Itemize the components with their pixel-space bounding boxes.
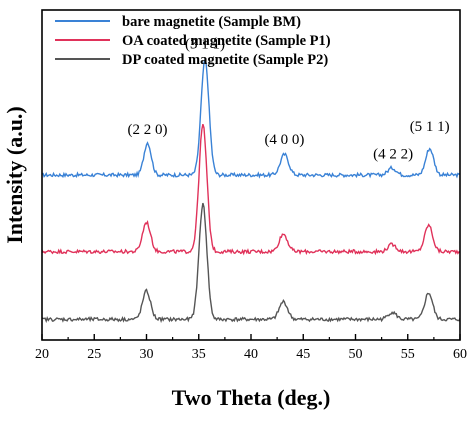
legend-label: DP coated magnetite (Sample P2) <box>122 52 328 68</box>
peak-label: (4 2 2) <box>373 147 413 163</box>
peak-label: (2 2 0) <box>128 122 168 138</box>
x-axis-ticks: 20 25 30 35 40 45 50 55 60 <box>35 334 467 362</box>
legend-label: OA coated magnetite (Sample P1) <box>122 33 331 49</box>
x-tick-label: 20 <box>35 347 49 362</box>
x-tick-label: 60 <box>453 347 467 362</box>
series-layer <box>41 57 461 324</box>
peak-label: (4 0 0) <box>264 132 304 148</box>
series-line-3 <box>41 202 461 324</box>
series-line-2 <box>41 124 461 256</box>
x-tick-label: 45 <box>296 347 310 362</box>
x-tick-label: 25 <box>87 347 101 362</box>
legend: bare magnetite (Sample BM) OA coated magn… <box>55 14 331 68</box>
peak-annotations: (2 2 0) (3 1 1) (4 0 0) (4 2 2) (5 1 1) <box>128 36 450 162</box>
peak-label: (3 1 1) <box>185 36 225 52</box>
x-tick-label: 40 <box>244 347 258 362</box>
x-tick-label: 35 <box>192 347 206 362</box>
x-tick-label: 30 <box>140 347 154 362</box>
series-line-1 <box>41 57 461 179</box>
legend-label: bare magnetite (Sample BM) <box>122 14 301 30</box>
x-tick-label: 55 <box>401 347 415 362</box>
peak-label: (5 1 1) <box>410 119 450 135</box>
x-axis-title: Two Theta (deg.) <box>172 385 331 410</box>
y-axis-title: Intensity (a.u.) <box>2 106 27 244</box>
x-tick-label: 50 <box>349 347 363 362</box>
